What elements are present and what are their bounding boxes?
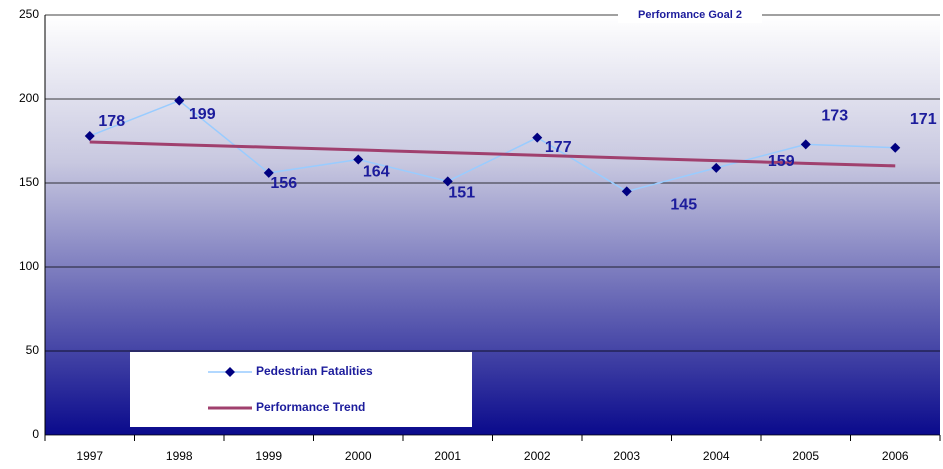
- y-tick-label: 50: [26, 343, 40, 357]
- marker: [890, 142, 901, 153]
- marker: [532, 132, 543, 143]
- data-label: 199: [189, 106, 216, 123]
- x-tick-label: 2004: [703, 449, 730, 463]
- marker: [800, 139, 811, 150]
- legend-label: Pedestrian Fatalities: [256, 364, 373, 378]
- x-tick-label: 2001: [434, 449, 461, 463]
- x-tick-label: 2000: [345, 449, 372, 463]
- legend-marker: [225, 367, 235, 377]
- series-line: [89, 140, 896, 168]
- data-label: 173: [821, 108, 848, 125]
- legend: [130, 352, 472, 427]
- marker: [263, 167, 274, 178]
- data-label: 177: [545, 139, 572, 156]
- data-label: 178: [98, 113, 125, 130]
- series-line: [89, 99, 896, 193]
- y-tick-label: 150: [19, 175, 39, 189]
- chart-title: Performance Goal 2: [638, 9, 742, 21]
- y-tick-label: 250: [19, 7, 39, 21]
- x-tick-label: 1997: [76, 449, 103, 463]
- data-label: 156: [270, 175, 297, 192]
- marker: [442, 176, 453, 187]
- x-tick-label: 2006: [882, 449, 909, 463]
- y-tick-label: 100: [19, 259, 39, 273]
- y-tick-label: 0: [32, 427, 39, 441]
- x-tick-label: 2002: [524, 449, 551, 463]
- y-tick-label: 200: [19, 91, 39, 105]
- marker: [174, 95, 185, 106]
- x-tick-label: 1998: [166, 449, 193, 463]
- marker: [84, 130, 95, 141]
- data-label: 145: [670, 197, 697, 214]
- x-tick-label: 1999: [255, 449, 282, 463]
- data-label: 159: [768, 153, 795, 170]
- marker: [621, 186, 632, 197]
- data-label: 151: [448, 185, 475, 202]
- marker: [353, 154, 364, 165]
- title-bg: [618, 7, 762, 23]
- legend-label: Performance Trend: [256, 400, 365, 414]
- data-label: 164: [363, 164, 390, 181]
- data-label: 171: [910, 111, 937, 128]
- x-tick-label: 2003: [613, 449, 640, 463]
- marker: [711, 162, 722, 173]
- x-tick-label: 2005: [792, 449, 819, 463]
